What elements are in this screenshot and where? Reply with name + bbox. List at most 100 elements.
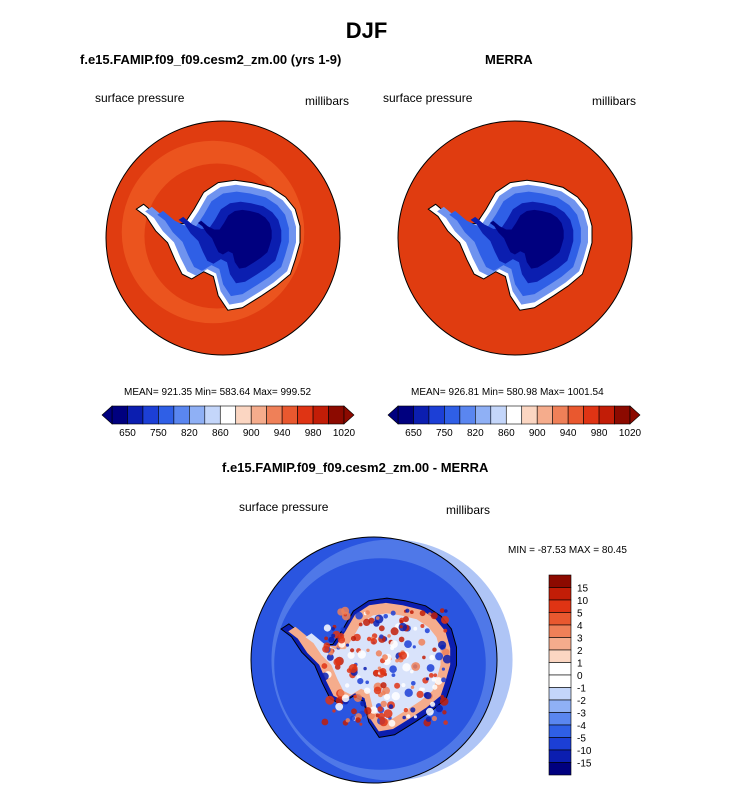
diff-speckle (421, 687, 425, 692)
diff-speckle (390, 627, 399, 636)
colorbar-tick-label: 2 (577, 646, 583, 657)
diff-speckle (381, 690, 386, 696)
diff-speckle (441, 667, 445, 671)
diff-speckle (435, 704, 443, 713)
colorbar-tick-label: 1020 (333, 428, 356, 439)
colorbar-box (428, 405, 445, 425)
diff-speckle (321, 663, 328, 669)
panel2-stats: MEAN= 926.81 Min= 580.98 Max= 1001.54 (411, 387, 604, 398)
diff-speckle (365, 680, 369, 685)
colorbar-tick-label: 10 (577, 596, 589, 607)
colorbar-box (459, 405, 476, 425)
colorbar-tick-label: 15 (577, 584, 589, 595)
diff-speckle (351, 708, 357, 715)
diff-speckle (375, 650, 382, 657)
diff-speckle (324, 636, 328, 641)
colorbar-box (413, 405, 430, 425)
diff-speckle (323, 624, 331, 632)
diff-speckle (373, 670, 379, 675)
colorbar-tick-label: -15 (577, 759, 592, 770)
diff-speckle (406, 714, 411, 719)
diff-speckle (350, 715, 356, 721)
colorbar-box (548, 724, 572, 738)
diff-speckle (370, 638, 378, 645)
colorbar-box (219, 405, 237, 425)
diff-speckle (328, 636, 335, 643)
diff-speckle (424, 692, 432, 700)
colorbar-box (312, 405, 329, 425)
diff-speckle (333, 658, 341, 666)
colorbar-tick-label: 750 (150, 428, 167, 439)
land-plateau (197, 209, 272, 269)
colorbar-box (521, 405, 538, 425)
diff-speckle (439, 608, 445, 613)
map-border (397, 120, 633, 356)
diff-speckle (390, 640, 398, 648)
diff-speckle (340, 627, 346, 632)
diff-speckle (345, 643, 350, 647)
diff-speckle (443, 628, 448, 633)
diff-speckle (383, 614, 388, 619)
diff-speckle (345, 718, 350, 723)
colorbar-tick-label: 860 (212, 428, 229, 439)
diff-speckle (383, 693, 391, 701)
diff-speckle (410, 685, 415, 689)
colorbar-tick-label: 750 (436, 428, 453, 439)
diff-speckle (348, 664, 358, 673)
diff-speckle (418, 638, 426, 646)
diff-speckle (440, 694, 444, 699)
diff-speckle (379, 717, 388, 727)
diff-speckle (326, 653, 334, 661)
colorbar-box (567, 405, 584, 425)
diff-speckle (416, 690, 424, 698)
map-border (105, 120, 341, 356)
colorbar-arrow-left (101, 405, 113, 425)
diff-speckle (390, 610, 396, 616)
colorbar-arrow-right (343, 405, 355, 425)
diff-speckle (438, 640, 447, 650)
diff-speckle (435, 652, 444, 661)
colorbar-box (111, 405, 128, 425)
diff-speckle (350, 635, 357, 642)
diff-speckle (379, 668, 387, 675)
diff-speckle (432, 647, 437, 652)
diff-speckle (391, 692, 400, 701)
colorbar-box (266, 405, 283, 425)
diff-speckle (441, 677, 447, 683)
diff-speckle (443, 720, 448, 725)
colorbar-tick-label: 860 (498, 428, 515, 439)
colorbar-box (328, 405, 345, 425)
panel3-variable-label: surface pressure (239, 500, 329, 514)
diff-speckle (401, 683, 406, 688)
colorbar-box (475, 405, 492, 425)
diff-speckle (430, 701, 436, 707)
colorbar-box (614, 405, 631, 425)
diff-speckle (377, 712, 385, 720)
colorbar-tick-label: 980 (591, 428, 608, 439)
diff-speckle (424, 628, 430, 634)
colorbar-box (173, 405, 190, 425)
diff-speckle (337, 636, 346, 644)
colorbar-box (444, 405, 461, 425)
diff-speckle (410, 669, 414, 674)
diff-speckle (373, 620, 380, 627)
diff-speckle (405, 608, 410, 613)
colorbar-box (548, 599, 572, 613)
panel1-colorbar: 650 750 820 860 900 940 980 1020 (101, 405, 356, 439)
diff-speckle (325, 695, 335, 705)
diff-speckle (353, 694, 357, 699)
diff-speckle (441, 615, 449, 624)
diff-speckle (355, 717, 361, 723)
colorbar-tick-label: 1 (577, 659, 583, 670)
colorbar-box (548, 574, 572, 588)
diff-speckle (402, 663, 411, 672)
diff-speckle (379, 634, 384, 639)
diff-speckle (398, 636, 405, 643)
colorbar-tick-label: 980 (305, 428, 322, 439)
colorbar-box (235, 405, 252, 425)
colorbar-box (548, 612, 572, 626)
colorbar-tick-label: -5 (577, 734, 586, 745)
panel2-colorbar: 650 750 820 860 900 940 980 1020 (387, 405, 642, 439)
diff-speckle (391, 673, 396, 677)
